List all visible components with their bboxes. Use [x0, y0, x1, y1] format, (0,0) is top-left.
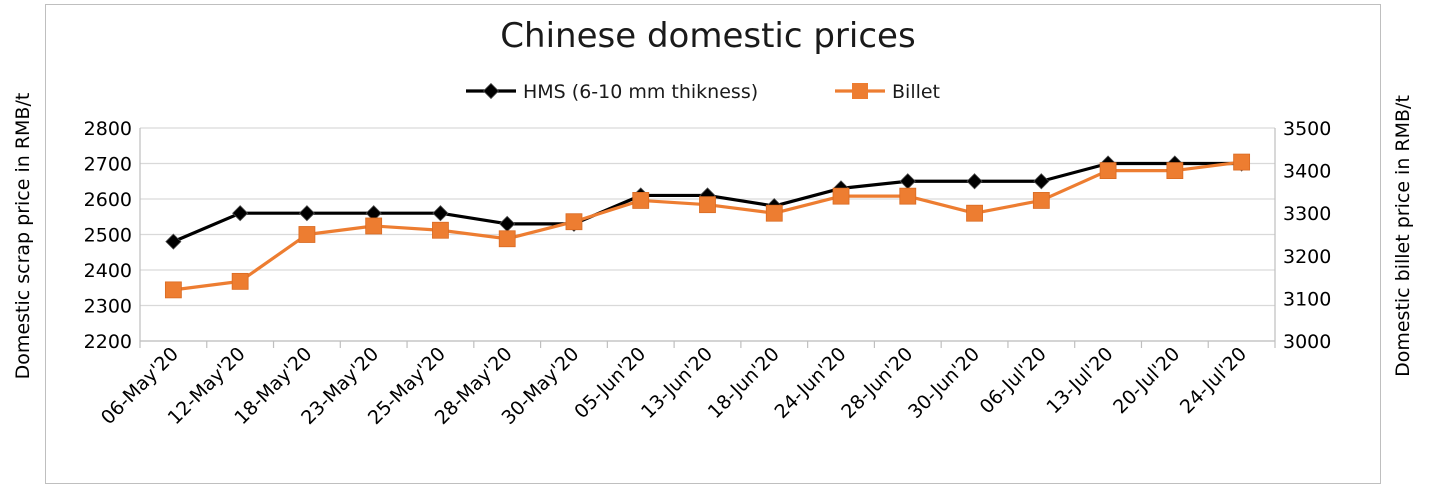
- data-point-billet: [699, 196, 716, 214]
- data-point-hms: [499, 215, 516, 232]
- data-point-billet: [765, 204, 783, 222]
- x-tick-label: 13-Jun'20: [637, 343, 717, 423]
- x-tick-label: 24-Jun'20: [771, 343, 851, 423]
- x-tick-label: 18-Jun'20: [704, 343, 784, 423]
- data-point-hms: [298, 205, 315, 222]
- data-point-hms: [899, 173, 916, 190]
- x-tick-label: 06-Jul'20: [976, 343, 1051, 418]
- y-left-tick-label: 2200: [84, 331, 132, 353]
- x-tick-label: 28-Jun'20: [837, 343, 917, 423]
- y-left-tick-label: 2300: [84, 296, 132, 318]
- data-point-billet: [231, 272, 249, 290]
- data-point-billet: [1099, 162, 1117, 180]
- data-point-hms: [1033, 173, 1050, 190]
- data-point-billet: [832, 187, 850, 205]
- x-tick-label: 24-Jul'20: [1176, 343, 1251, 418]
- legend-label-1: HMS (6-10 mm thikness): [523, 81, 758, 103]
- y-right-tick-label: 3300: [1283, 203, 1331, 225]
- x-tick-label: 13-Jul'20: [1042, 343, 1117, 418]
- data-point-hms: [165, 233, 182, 250]
- data-point-hms: [432, 205, 449, 222]
- data-point-billet: [298, 226, 316, 243]
- y-right-tick-label: 3400: [1283, 161, 1331, 183]
- y-right-tick-label: 3100: [1283, 288, 1331, 310]
- legend-label-2: Billet: [892, 81, 940, 103]
- y-left-tick-label: 2400: [84, 260, 132, 282]
- y-right-tick-label: 3000: [1283, 331, 1331, 353]
- y-left-tick-label: 2600: [84, 189, 132, 211]
- data-point-billet: [365, 217, 383, 235]
- y-left-tick-label: 2700: [84, 154, 132, 176]
- y-axis-right-ticks: 3000 3100 3200 3300 3400 3500: [1283, 118, 1331, 353]
- data-point-billet: [565, 213, 583, 231]
- legend: HMS (6-10 mm thikness) Billet: [466, 81, 940, 103]
- chart-title: Chinese domestic prices: [500, 16, 916, 56]
- chart-frame: [45, 4, 1381, 484]
- data-point-billet: [432, 221, 449, 239]
- x-axis-ticks: 06-May'2012-May'2018-May'2023-May'2025-M…: [97, 343, 1251, 429]
- axes: [139, 128, 1276, 348]
- data-point-billet: [1166, 162, 1184, 180]
- data-point-hms: [966, 173, 983, 190]
- data-point-billet: [632, 192, 650, 209]
- y-axis-left-ticks: 2200 2300 2400 2500 2600 2700 2800: [84, 118, 132, 353]
- data-point-billet: [966, 204, 983, 222]
- y-right-tick-label: 3200: [1283, 246, 1331, 268]
- data-point-hms: [232, 205, 249, 222]
- x-tick-label: 20-Jul'20: [1109, 343, 1184, 418]
- data-point-billet: [1032, 192, 1050, 209]
- series-group: [164, 153, 1251, 299]
- y-left-tick-label: 2500: [84, 225, 132, 247]
- legend-marker-hms: [482, 82, 500, 100]
- data-point-billet: [164, 281, 182, 299]
- y-left-tick-label: 2800: [84, 118, 132, 140]
- x-tick-label: 05-Jun'20: [570, 343, 650, 423]
- series-line-2: [173, 160, 1242, 292]
- y-right-tick-label: 3500: [1283, 118, 1331, 140]
- data-point-billet: [899, 187, 917, 205]
- data-point-billet: [498, 230, 516, 248]
- x-tick-label: 30-Jun'20: [904, 343, 984, 423]
- data-point-billet: [1233, 153, 1251, 171]
- legend-marker-billet: [852, 83, 868, 99]
